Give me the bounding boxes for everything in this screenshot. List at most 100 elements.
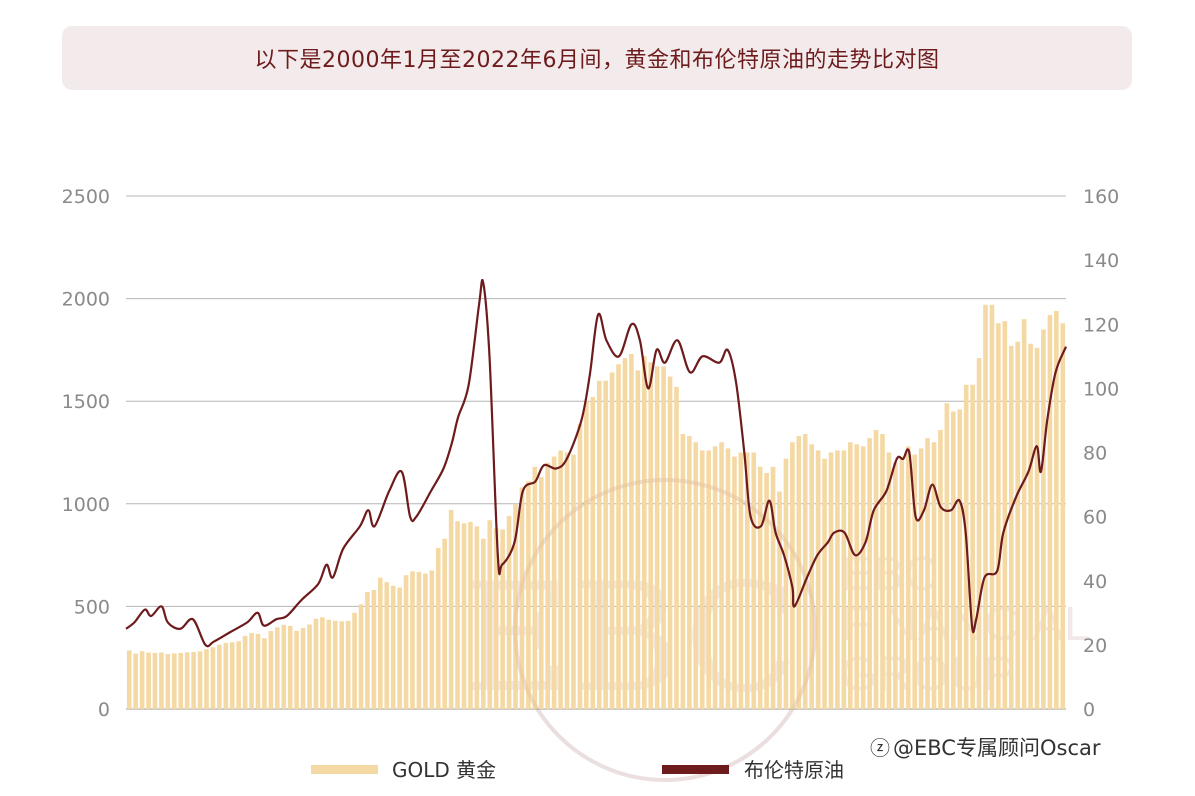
gold-bar [217,644,222,709]
gold-bar [146,652,151,709]
gold-bar [126,650,132,709]
gold-bar [899,456,905,709]
gold-bar [223,642,229,709]
gold-bar [809,444,815,709]
gold-bar [680,434,686,709]
left-tick-label: 1000 [62,494,110,516]
gold-bar [365,592,370,709]
gold-bar [622,358,628,709]
gold-bar [1054,310,1059,709]
gold-bar [390,585,396,709]
gold-bar [841,450,847,709]
gold-bar [1008,345,1014,709]
gold-bar [590,397,596,709]
gold-bar [133,653,138,709]
gold-bar [416,571,422,709]
credit: ⓩ @EBC专属顾问Oscar [870,736,1101,760]
chart-title: 以下是2000年1月至2022年6月间，黄金和布伦特原油的走势比对图 [254,48,940,73]
gold-bar [435,547,441,709]
gold-bar [152,652,158,709]
gold-bar [918,448,924,709]
gold-bar [1041,329,1046,709]
gold-bar [880,434,885,709]
gold-bar [835,450,840,709]
gold-bar [854,444,860,709]
gold-bar [461,523,467,709]
right-tick-label: 140 [1083,250,1119,272]
gold-bar [1047,315,1053,709]
gold-bar [725,448,731,709]
gold-bar [732,456,737,709]
gold-bar [236,641,241,709]
gold-bar [204,649,209,709]
gold-bar [790,442,795,709]
gold-bar [429,570,435,709]
gold-bar [262,638,267,709]
gold-bar [925,438,930,709]
gold-bar [1034,347,1040,709]
gold-bar [648,362,654,709]
oil-price-line [125,278,1068,648]
gold-bar [191,651,196,709]
gold-bar [693,442,699,709]
gold-bar [300,627,306,709]
gold-bar [912,454,918,709]
gold-bar [764,473,769,709]
legend: GOLD 黄金 布伦特原油 [311,758,844,782]
gold-bar [770,466,776,709]
left-tick-label: 500 [74,596,110,618]
gold-bar [345,620,351,709]
right-tick-label: 160 [1083,186,1119,208]
watermark-overlay [513,478,817,782]
gold-bar [358,604,364,709]
gold-bar [802,434,808,709]
right-tick-label: 60 [1083,507,1107,529]
oil-line [125,278,1068,648]
gold-bar [242,635,248,709]
gold-bar [815,450,821,709]
gold-bar [757,466,763,709]
gold-bar [687,436,692,709]
gold-bar [822,458,827,709]
gold-bar [641,356,647,709]
gold-bar [751,452,757,709]
gold-bar [796,436,802,709]
gold-bar [635,370,641,709]
legend-swatch-gold [311,765,378,774]
gold-bar [448,509,454,709]
right-tick-label: 40 [1083,571,1107,593]
right-axis-ticks: 0 20 40 60 80 100 120 140 160 [1083,186,1119,721]
gold-bar [159,652,164,709]
gold-bar [905,446,911,709]
left-tick-label: 0 [98,699,110,721]
gold-bar [352,612,357,709]
gold-bar [178,652,184,709]
gold-bar [403,575,409,709]
gold-bar [867,438,872,709]
gold-bar [938,429,943,709]
gold-bar [873,429,879,709]
gold-bar [860,446,866,709]
gold-bar [468,521,473,709]
left-tick-label: 2000 [62,289,110,311]
gold-bar [577,423,583,709]
gold-bar [661,366,666,709]
gold-bar [506,516,512,709]
gold-bar [281,624,287,709]
gold-bars [126,304,1066,709]
gold-bar [777,491,782,709]
gold-bar [545,462,551,709]
gold-bar [339,621,345,709]
legend-label-oil: 布伦特原油 [744,758,844,782]
gold-bar [1015,341,1021,709]
gold-bar [629,354,634,709]
legend-swatch-oil [662,765,729,774]
gold-bar [1002,321,1008,709]
gold-bar [274,627,280,709]
gold-bar [989,304,995,709]
gold-bar [332,620,338,709]
gold-bar [474,526,480,709]
gold-bar [371,589,377,709]
gold-bar [313,618,319,709]
